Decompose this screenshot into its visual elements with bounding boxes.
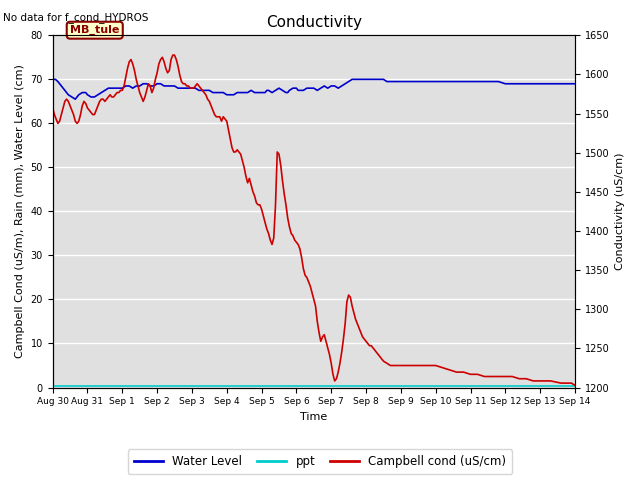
Y-axis label: Conductivity (uS/cm): Conductivity (uS/cm) — [615, 153, 625, 270]
Y-axis label: Campbell Cond (uS/m), Rain (mm), Water Level (cm): Campbell Cond (uS/m), Rain (mm), Water L… — [15, 64, 25, 359]
Text: MB_tule: MB_tule — [70, 25, 120, 36]
Title: Conductivity: Conductivity — [266, 15, 362, 30]
Legend: Water Level, ppt, Campbell cond (uS/cm): Water Level, ppt, Campbell cond (uS/cm) — [127, 449, 513, 474]
X-axis label: Time: Time — [300, 412, 328, 422]
Text: No data for f_cond_HYDROS: No data for f_cond_HYDROS — [3, 12, 148, 23]
